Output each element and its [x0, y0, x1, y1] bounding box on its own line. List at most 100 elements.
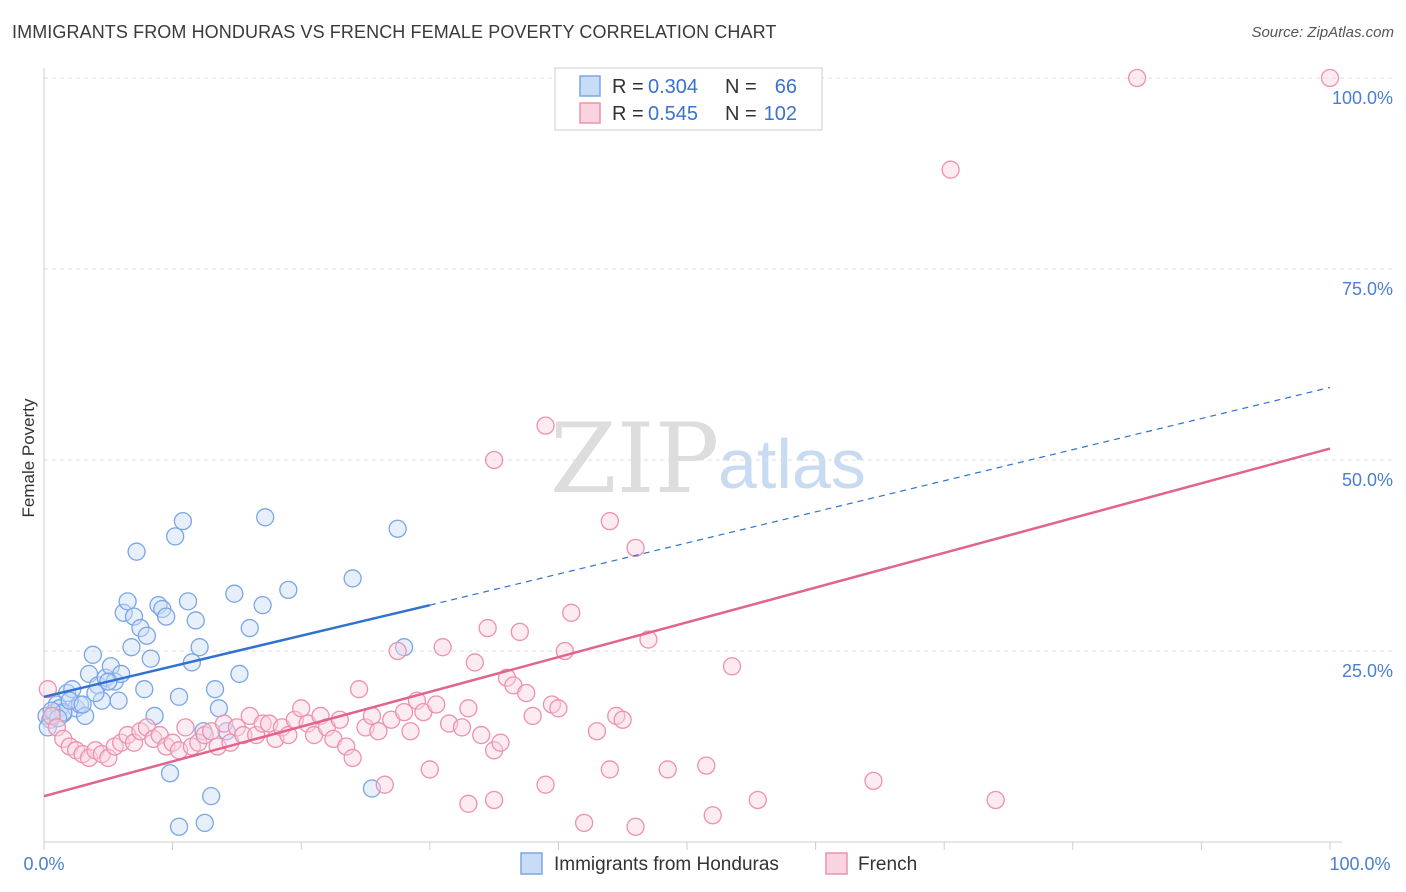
point-french-99 [484, 450, 504, 470]
data-points [37, 68, 1340, 836]
point-honduras-18 [109, 691, 128, 710]
point-french-85 [613, 710, 632, 729]
series-legend-swatch-honduras [520, 852, 543, 875]
point-honduras-22 [122, 638, 141, 657]
point-french-10 [99, 748, 118, 768]
point-french-100 [600, 511, 619, 531]
point-honduras-39 [186, 611, 205, 630]
point-honduras-34 [166, 527, 185, 546]
point-french-22 [176, 718, 195, 737]
point-honduras-54 [388, 519, 407, 538]
point-honduras-12 [83, 645, 103, 664]
point-french-61 [427, 695, 446, 714]
chart-source: Source: ZipAtlas.com [1251, 24, 1394, 41]
point-french-57 [401, 722, 420, 741]
point-french-40 [292, 699, 311, 718]
point-french-48 [343, 748, 362, 768]
point-french-62 [433, 638, 452, 657]
x-tick-label-min: 0.0% [23, 854, 64, 874]
point-french-76 [536, 775, 555, 794]
legend-r-value-honduras: 0.304 [648, 76, 698, 98]
point-honduras-36 [173, 511, 193, 531]
point-french-68 [478, 618, 497, 638]
series-legend: Immigrants from Honduras French [520, 852, 917, 875]
point-french-90 [703, 806, 722, 825]
point-french-91 [722, 657, 742, 676]
point-french-92 [748, 790, 767, 810]
trend-lines [43, 386, 1331, 798]
y-tick-label-75: 75.0% [1342, 279, 1393, 299]
point-french-60 [420, 760, 439, 779]
point-french-74 [517, 683, 536, 703]
point-french-103 [484, 790, 504, 810]
point-honduras-48 [240, 618, 259, 638]
point-french-102 [459, 794, 478, 813]
legend-n-label-french: N = [725, 103, 757, 125]
point-french-55 [388, 641, 407, 661]
point-honduras-49 [253, 596, 272, 615]
trend-line-honduras [43, 603, 431, 699]
chart-title: IMMIGRANTS FROM HONDURAS VS FRENCH FEMAL… [12, 22, 777, 42]
y-tick-label-25: 25.0% [1342, 661, 1393, 681]
y-axis-title: Female Poverty [19, 398, 38, 518]
series-legend-label-french: French [858, 854, 917, 875]
point-honduras-23 [124, 607, 144, 626]
point-french-80 [562, 603, 581, 622]
point-honduras-27 [137, 626, 157, 645]
point-french-53 [375, 775, 394, 794]
point-french-75 [523, 706, 542, 726]
point-french-86 [626, 817, 645, 836]
y-tick-label-50: 50.0% [1342, 470, 1393, 490]
watermark-zip: ZIP [550, 403, 719, 515]
series-legend-label-honduras: Immigrants from Honduras [554, 854, 779, 875]
point-french-89 [697, 756, 716, 775]
point-honduras-35 [169, 687, 189, 706]
point-french-34 [253, 714, 272, 733]
x-tick-label-max: 100.0% [1329, 854, 1390, 874]
point-french-81 [574, 813, 594, 833]
point-honduras-42 [202, 787, 221, 806]
point-honduras-24 [127, 542, 146, 561]
point-french-73 [510, 622, 529, 642]
point-honduras-52 [343, 569, 362, 588]
x-ticks [43, 842, 1331, 850]
point-french-83 [600, 760, 619, 779]
point-french-87 [639, 630, 658, 649]
point-french-97 [1320, 68, 1340, 88]
point-honduras-47 [230, 664, 249, 684]
point-french-67 [472, 725, 491, 745]
point-honduras-20 [114, 603, 133, 622]
point-french-0 [38, 680, 58, 699]
point-honduras-26 [135, 680, 154, 699]
watermark-atlas: atlas [718, 425, 866, 503]
point-honduras-28 [141, 649, 160, 668]
point-french-96 [1127, 68, 1147, 88]
series-legend-swatch-french [825, 852, 848, 875]
point-honduras-50 [256, 508, 275, 527]
legend-n-value-french: 102 [764, 103, 797, 125]
legend-swatch-honduras [579, 75, 601, 97]
trend-line-french [43, 447, 1331, 798]
point-french-88 [658, 760, 677, 779]
point-honduras-33 [160, 764, 180, 783]
point-french-70 [491, 733, 510, 752]
point-honduras-60 [73, 695, 92, 714]
legend-r-label-honduras: R = [612, 76, 644, 98]
point-french-101 [626, 538, 645, 558]
gridlines [44, 77, 1392, 652]
point-french-64 [452, 718, 472, 737]
point-honduras-21 [118, 592, 137, 611]
trend-line-honduras-extension [429, 386, 1331, 606]
point-french-95 [986, 790, 1005, 810]
point-french-52 [369, 722, 388, 741]
point-honduras-32 [157, 607, 176, 626]
point-french-47 [337, 737, 356, 756]
point-honduras-43 [205, 680, 225, 699]
point-french-1 [42, 706, 61, 726]
legend-r-label-french: R = [612, 103, 644, 125]
point-honduras-37 [178, 592, 198, 611]
legend-r-value-french: 0.545 [648, 103, 698, 125]
point-french-14 [124, 733, 144, 752]
point-honduras-57 [195, 813, 214, 833]
